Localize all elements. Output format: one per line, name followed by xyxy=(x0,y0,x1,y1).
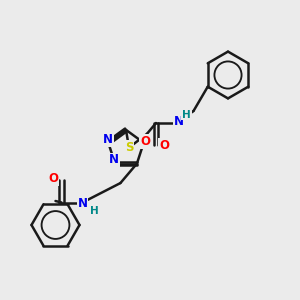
Text: H: H xyxy=(182,110,191,120)
Text: H: H xyxy=(89,206,98,216)
Text: N: N xyxy=(109,153,118,167)
Text: N: N xyxy=(77,196,88,210)
Text: N: N xyxy=(103,133,113,146)
Text: O: O xyxy=(159,139,170,152)
Text: O: O xyxy=(140,135,150,148)
Text: S: S xyxy=(125,141,133,154)
Text: O: O xyxy=(48,172,58,185)
Text: N: N xyxy=(173,115,184,128)
